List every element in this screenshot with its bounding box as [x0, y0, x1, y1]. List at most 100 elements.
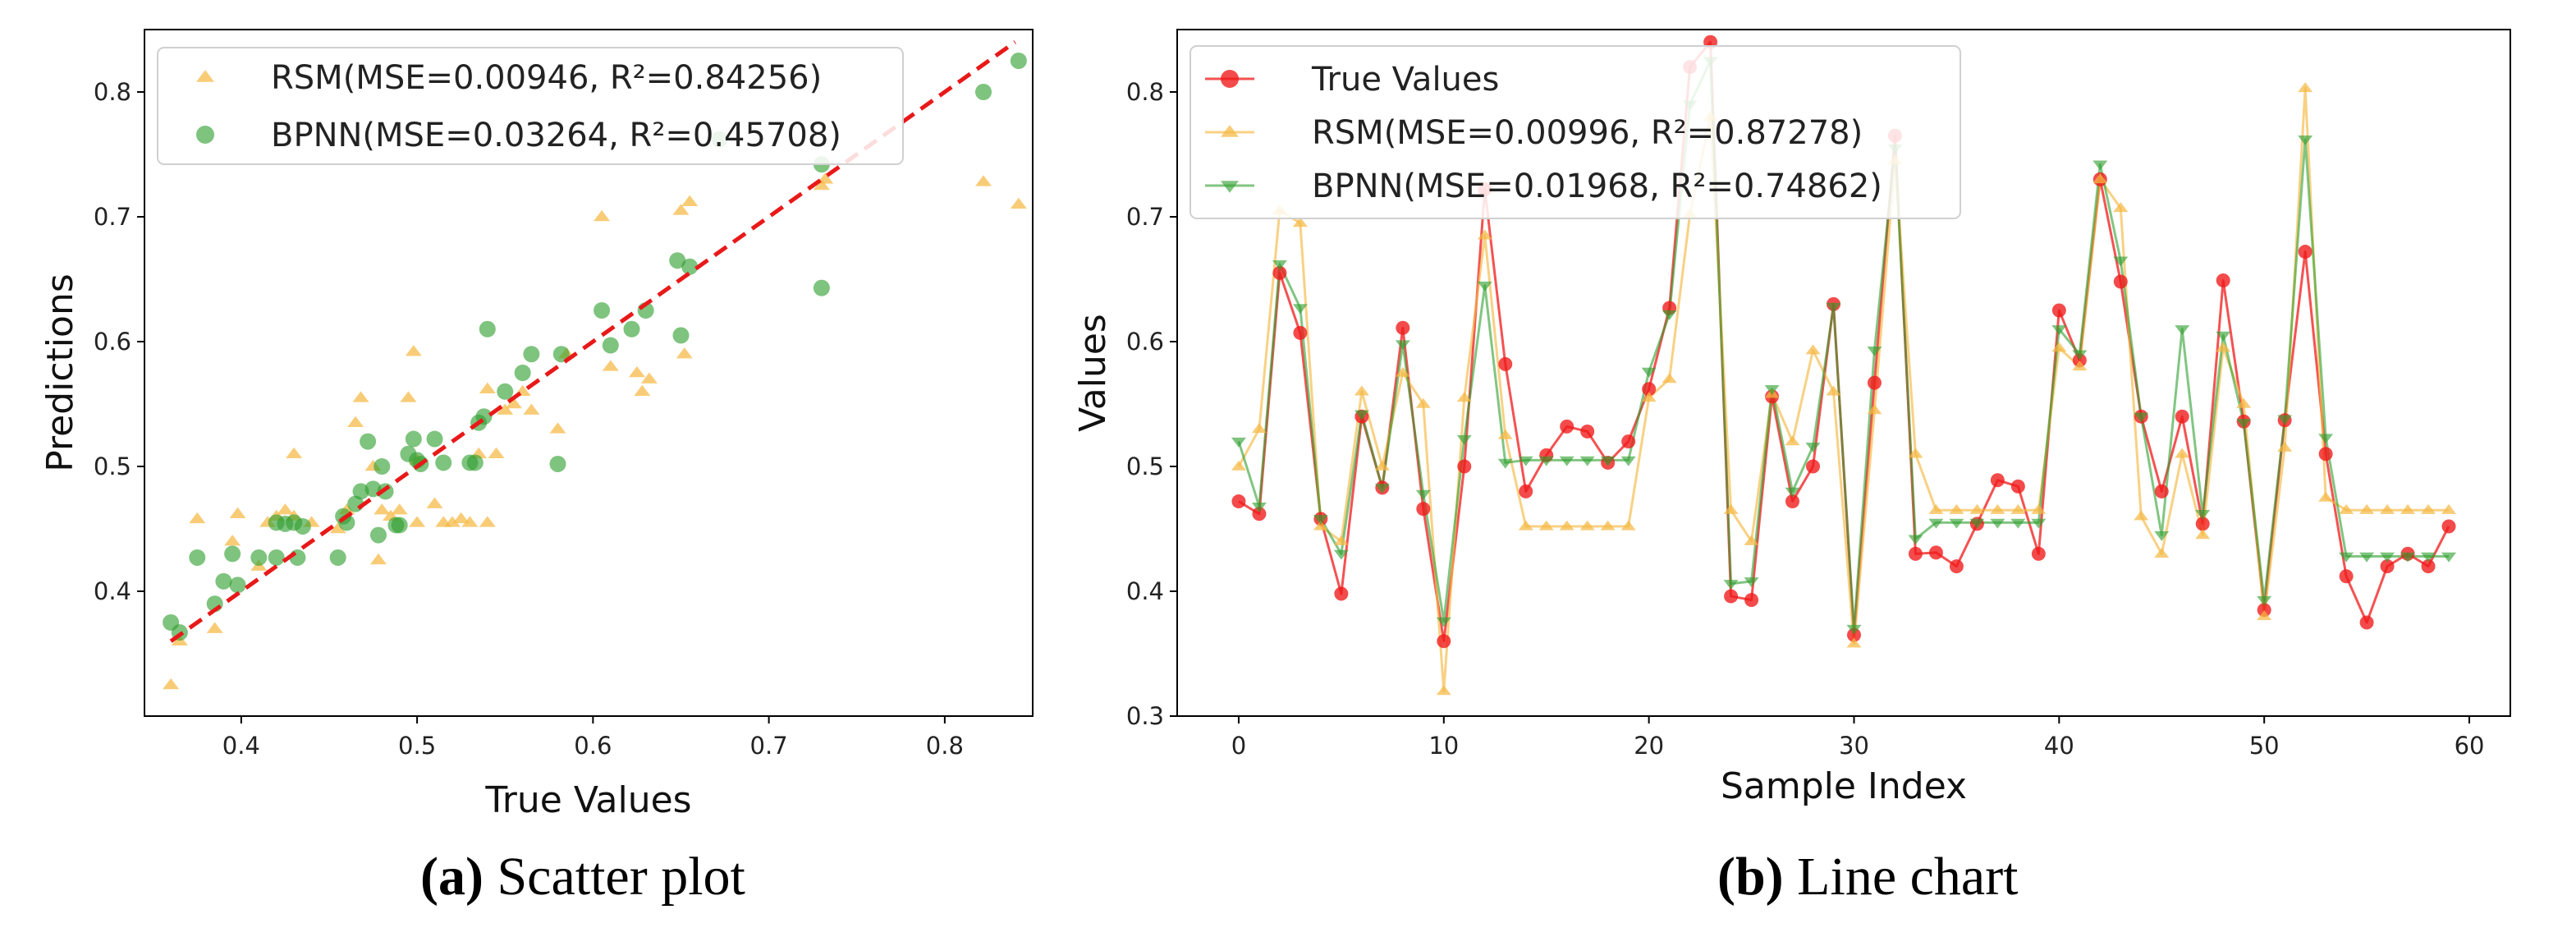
- bpnn-point: [552, 346, 570, 363]
- x-axis-label: Sample Index: [1721, 765, 1967, 807]
- bpnn-point: [2031, 518, 2047, 529]
- bpnn-point: [2421, 552, 2436, 563]
- rsm-point: [2134, 510, 2149, 521]
- rsm-point: [347, 416, 364, 428]
- rsm-point: [400, 391, 417, 402]
- bpnn-point: [2339, 552, 2354, 563]
- bpnn-point: [1620, 456, 1636, 466]
- rsm-point: [2277, 441, 2293, 452]
- true-values-point: [1724, 589, 1739, 604]
- x-tick-label: 0.5: [398, 732, 436, 760]
- bpnn-point: [1354, 410, 1369, 420]
- line-chart: 0 10 20 30 40 50 60 0.3 0.4 0.5 0.6 0.7 0.8 Sample In…: [1072, 29, 2511, 807]
- plot-frame: [144, 29, 1034, 717]
- rsm-point: [374, 503, 391, 515]
- bpnn-point: [2010, 518, 2026, 529]
- x-axis-label: True Values: [484, 779, 691, 821]
- legend-label: BPNN(MSE=0.01968, R²=0.74862): [1312, 168, 1882, 205]
- bpnn-point: [189, 549, 206, 566]
- bpnn-point: [268, 549, 285, 566]
- x-tick-label: 0.4: [222, 732, 260, 760]
- x-tick-label: 20: [1634, 732, 1664, 760]
- rsm-point: [2441, 503, 2457, 514]
- caption-a-label: (a): [420, 847, 484, 907]
- rsm-point: [2380, 503, 2395, 514]
- bpnn-point: [479, 320, 496, 338]
- rsm-point: [405, 345, 422, 356]
- bpnn-point: [975, 84, 992, 100]
- bpnn-point: [497, 383, 514, 400]
- bpnn-point: [2257, 595, 2272, 606]
- true-values-point: [1457, 459, 1472, 474]
- bpnn-point: [426, 430, 443, 448]
- legend-marker: [196, 70, 214, 82]
- true-values-point: [2441, 519, 2456, 534]
- x-tick-label: 10: [1428, 732, 1459, 760]
- caption-scatter-plot: (a) Scatter plot: [420, 846, 745, 908]
- y-tick-label: 0.8: [1126, 78, 1164, 106]
- true-values-point: [2298, 245, 2312, 260]
- legend-marker: [196, 126, 214, 144]
- legend-label: RSM(MSE=0.00996, R²=0.87278): [1312, 114, 1863, 152]
- bpnn-point: [2072, 350, 2088, 361]
- true-values-point: [2154, 484, 2169, 498]
- rsm-point: [1805, 344, 1821, 355]
- bpnn-point: [1908, 535, 1923, 545]
- rsm-point: [163, 677, 180, 690]
- true-values-point: [1231, 494, 1246, 509]
- true-values-point: [1621, 434, 1636, 449]
- rsm-point: [277, 503, 294, 515]
- rsm-point: [224, 535, 241, 546]
- y-tick-label: 0.7: [1126, 203, 1164, 231]
- x-tick-label: 0.7: [750, 732, 788, 760]
- rsm-point: [1785, 435, 1800, 446]
- bpnn-point: [1497, 458, 1513, 469]
- bpnn-point: [2359, 552, 2375, 563]
- rsm-point: [369, 553, 387, 565]
- bpnn-point: [1518, 456, 1533, 466]
- true-values-point: [2072, 353, 2087, 368]
- bpnn-point: [1538, 456, 1554, 466]
- bpnn-point: [1579, 456, 1595, 466]
- bpnn-point: [1456, 434, 1472, 445]
- legend-label: RSM(MSE=0.00946, R²=0.84256): [271, 59, 822, 97]
- bpnn-point: [1785, 487, 1800, 498]
- bpnn-point: [2175, 325, 2190, 336]
- bpnn-point: [1641, 367, 1657, 378]
- bpnn-point: [2441, 552, 2457, 563]
- rsm-point: [2236, 397, 2252, 408]
- scatter-chart: 0.4 0.5 0.6 0.7 0.8 0.4 0.5 0.6 0.7 0.8 True Value…: [39, 29, 1034, 821]
- x-tick-label: 50: [2249, 732, 2280, 760]
- legend-marker: [1221, 181, 1239, 193]
- true-values-point: [1334, 586, 1349, 601]
- true-values-point: [2010, 479, 2025, 494]
- true-values-point: [1498, 356, 1513, 371]
- rsm-point: [1231, 460, 1246, 471]
- bpnn-point: [594, 302, 611, 319]
- bpnn-point: [1805, 442, 1821, 452]
- bpnn-point: [1231, 437, 1246, 448]
- rsm-point: [1333, 535, 1349, 545]
- rsm-point: [2298, 82, 2313, 93]
- bpnn-point: [2400, 552, 2416, 563]
- y-axis-label: Predictions: [39, 273, 81, 472]
- bpnn-point: [1928, 518, 1944, 529]
- rsm-point: [1559, 520, 1574, 531]
- bpnn-point: [1272, 260, 1287, 271]
- y-tick-label: 0.3: [1126, 702, 1164, 730]
- rsm-point: [1826, 385, 1841, 396]
- bpnn-point: [669, 252, 686, 269]
- true-values-point: [2195, 517, 2210, 531]
- bpnn-point: [2380, 552, 2395, 563]
- bpnn-point: [435, 454, 452, 471]
- bpnn-point: [549, 455, 566, 472]
- legend-label: True Values: [1311, 61, 1499, 99]
- rsm-point: [1354, 385, 1369, 396]
- bpnn-point: [1600, 456, 1616, 466]
- true-values-point: [1416, 502, 1431, 517]
- bpnn-point: [391, 517, 408, 534]
- true-values-point: [1867, 375, 1882, 390]
- true-values-point: [1293, 325, 1308, 340]
- rsm-point: [1990, 503, 2005, 514]
